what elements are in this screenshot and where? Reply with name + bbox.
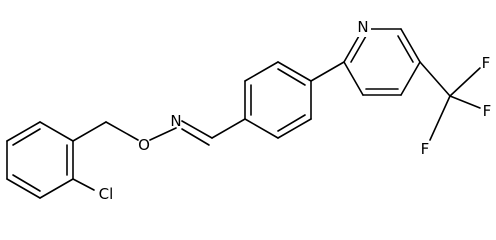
atom-label: N — [170, 112, 181, 130]
atom-label: O — [138, 136, 150, 154]
atom-label: F — [421, 140, 430, 158]
atom-label: Cl — [99, 185, 114, 203]
atom-label: F — [482, 54, 491, 72]
molecule-diagram: N F F F N O Cl — [6, 18, 492, 203]
atom-label: N — [357, 18, 368, 36]
bonds — [6, 28, 481, 199]
atom-label: F — [483, 102, 492, 120]
atom-labels: N F F F N O Cl — [99, 18, 492, 203]
